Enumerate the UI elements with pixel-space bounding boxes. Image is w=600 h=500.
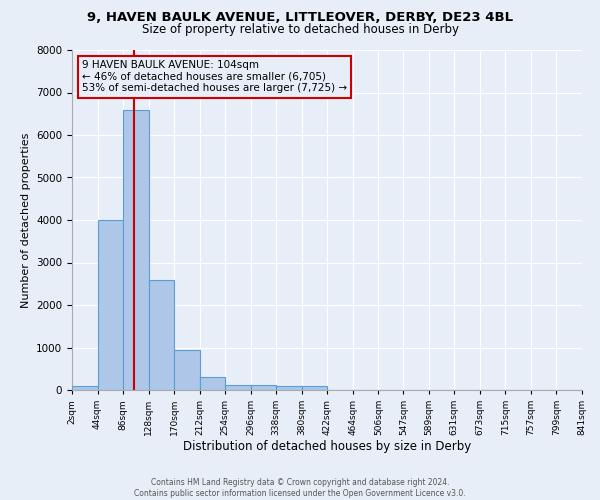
Bar xyxy=(276,386,302,390)
Text: Size of property relative to detached houses in Derby: Size of property relative to detached ho… xyxy=(142,22,458,36)
Bar xyxy=(174,350,200,390)
Text: Contains HM Land Registry data © Crown copyright and database right 2024.
Contai: Contains HM Land Registry data © Crown c… xyxy=(134,478,466,498)
Bar xyxy=(225,385,251,390)
Text: 9, HAVEN BAULK AVENUE, LITTLEOVER, DERBY, DE23 4BL: 9, HAVEN BAULK AVENUE, LITTLEOVER, DERBY… xyxy=(87,11,513,24)
Bar xyxy=(98,220,123,390)
Bar xyxy=(302,386,328,390)
Text: 9 HAVEN BAULK AVENUE: 104sqm
← 46% of detached houses are smaller (6,705)
53% of: 9 HAVEN BAULK AVENUE: 104sqm ← 46% of de… xyxy=(82,60,347,94)
Bar xyxy=(123,110,149,390)
Bar xyxy=(251,385,276,390)
Bar xyxy=(200,378,225,390)
Bar xyxy=(72,386,98,390)
Y-axis label: Number of detached properties: Number of detached properties xyxy=(20,132,31,308)
X-axis label: Distribution of detached houses by size in Derby: Distribution of detached houses by size … xyxy=(183,440,471,452)
Bar xyxy=(149,280,174,390)
